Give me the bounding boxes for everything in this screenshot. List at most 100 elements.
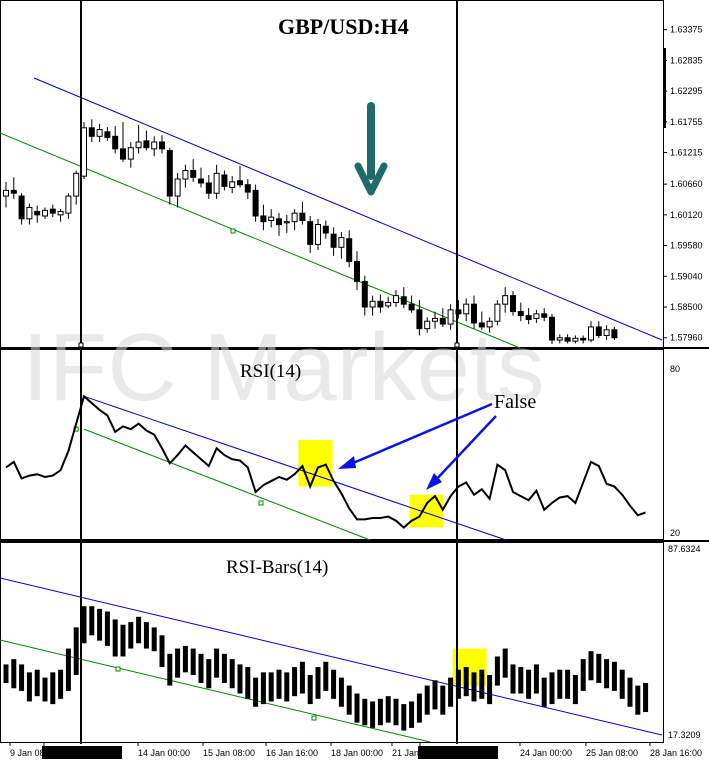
x-tick-label: 9 Jan 08: [10, 748, 45, 758]
rsi-bar: [619, 669, 625, 699]
candle-body: [486, 320, 493, 328]
candle: [159, 135, 165, 154]
y-tick-label: 1.60120: [670, 210, 703, 220]
rsi-bar: [362, 698, 368, 726]
candle-body: [244, 184, 251, 193]
price-chart-title: GBP/USD:H4: [278, 14, 409, 39]
candle-body: [533, 313, 540, 319]
candle-body: [143, 140, 150, 149]
candle: [549, 313, 555, 344]
candle: [455, 300, 462, 319]
rsi-bar: [479, 669, 485, 699]
candle-body: [159, 141, 165, 150]
candle: [494, 300, 501, 326]
candle-body: [268, 216, 275, 222]
rsi-bar: [611, 661, 617, 691]
candle: [135, 124, 142, 154]
candle-body: [135, 141, 142, 149]
candle: [143, 130, 150, 151]
rsi-bar: [11, 659, 17, 689]
candle: [346, 230, 353, 268]
marker-anchor: [78, 342, 84, 348]
rsi-bar: [97, 608, 103, 641]
candle: [478, 311, 485, 330]
y-tick-label: 1.59040: [670, 271, 703, 281]
candle-body: [252, 189, 259, 217]
rsi-bar: [276, 669, 282, 699]
candle: [510, 291, 516, 316]
candle: [517, 302, 524, 322]
candle: [221, 170, 228, 191]
x-tick-label: 21 Jan: [392, 748, 419, 758]
candle: [174, 173, 181, 208]
rsi-bar: [526, 669, 532, 699]
rsi-bar: [643, 682, 649, 713]
candle-body: [3, 189, 9, 197]
candle: [42, 207, 48, 219]
rsi-bar: [346, 685, 352, 715]
rsi-bar: [19, 664, 25, 691]
x-label-highlight: [418, 746, 498, 759]
upper-channel-line: [33, 77, 663, 341]
candle-body: [346, 238, 353, 262]
rsi-bar: [409, 701, 415, 728]
candle: [260, 204, 267, 231]
rsi-bar: [604, 659, 610, 689]
y-tick-label: 87.6324: [668, 544, 701, 554]
rsi-bar: [73, 627, 79, 676]
rsi-bar: [104, 611, 110, 646]
candle-body: [400, 296, 407, 305]
rsi-bar: [284, 672, 290, 702]
candle: [330, 227, 337, 256]
candle-body: [361, 280, 368, 308]
upper-channel-line: [0, 577, 663, 736]
candle-body: [221, 174, 228, 187]
candle: [73, 170, 80, 205]
candle-body: [549, 316, 555, 341]
candle: [377, 294, 384, 313]
candle: [486, 317, 493, 333]
rsi-bar: [34, 669, 40, 697]
candle: [580, 335, 587, 344]
rsi-bar: [136, 616, 142, 644]
candle-body: [510, 295, 516, 313]
candle-body: [416, 309, 423, 330]
candle: [299, 201, 306, 225]
candle: [447, 304, 454, 330]
candle: [283, 214, 290, 234]
candle-body: [541, 313, 548, 318]
candle: [385, 296, 392, 309]
rsi-bar: [253, 677, 259, 707]
candle-body: [237, 180, 243, 186]
rsi-bar: [26, 672, 32, 702]
candle-body: [190, 169, 197, 178]
candle: [424, 317, 431, 333]
rsi-bar: [416, 693, 422, 723]
candle: [603, 325, 610, 341]
rsi-bar: [175, 648, 181, 678]
candle: [268, 209, 275, 228]
rsi-bar: [167, 653, 173, 686]
candle-body: [369, 300, 376, 308]
candle-body: [408, 303, 415, 311]
x-tick-label: 18 Jan 00:00: [331, 748, 383, 758]
rsi-bar: [393, 698, 399, 726]
lower-channel-line: [0, 639, 431, 743]
candle-body: [494, 303, 501, 322]
x-tick-label: 28 Jan 16:00: [650, 748, 702, 758]
candle-body: [463, 303, 470, 315]
candle: [213, 164, 220, 199]
candle: [88, 119, 95, 143]
candle-body: [73, 172, 80, 197]
candle: [393, 289, 399, 308]
candle-body: [283, 221, 290, 224]
y-tick-label: 1.63375: [670, 25, 703, 35]
candle-body: [354, 261, 360, 282]
candle-body: [299, 212, 306, 222]
rsi-bar: [448, 677, 454, 707]
candle: [322, 220, 329, 239]
rsi-bar: [518, 667, 524, 694]
candle: [96, 123, 103, 143]
candle-body: [174, 178, 181, 197]
candle: [354, 251, 360, 290]
